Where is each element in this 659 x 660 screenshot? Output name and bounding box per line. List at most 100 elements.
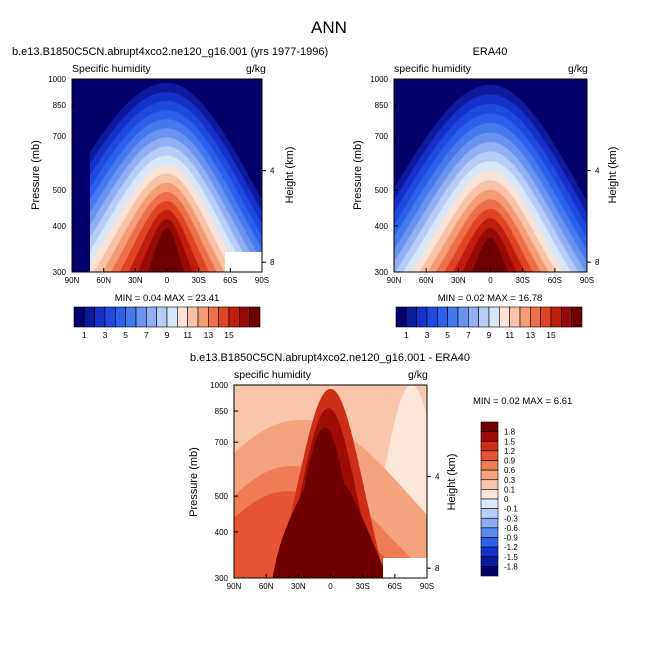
panel-era40: ERA40 specific humidity g/kg 90N 60N 30N 0 3… [352, 46, 619, 340]
y-axis-label: Pressure (mb) [30, 140, 42, 210]
colorbar-swatch [478, 306, 490, 328]
axes: 90N 60N 30N 0 30S 60S 90S 300 400 500 700 850 1000 8 4 [370, 75, 600, 285]
y-tick-label: 400 [215, 528, 229, 537]
x-tick-label: 60N [96, 276, 111, 285]
y-tick-label: 400 [375, 222, 389, 231]
axes: 90N 60N 30N 0 30S 60S 90S 300 400 500 700 850 1000 8 4 [210, 381, 440, 591]
colorbar-swatch [406, 306, 417, 328]
colorbar-swatch [156, 306, 168, 328]
panel-title: ERA40 [473, 46, 508, 58]
colorbar-swatch [146, 306, 157, 328]
colorbar-label: 11 [505, 330, 514, 340]
colorbar-swatch [480, 546, 499, 558]
colorbar-label: 0.6 [504, 466, 516, 475]
variable-label: specific humidity [234, 369, 312, 381]
y-axis-right-label: Height (km) [284, 147, 296, 204]
colorbar-swatch [426, 306, 438, 328]
units-label: g/kg [246, 63, 266, 75]
x-tick-label: 30N [451, 276, 466, 285]
colorbar-label: 7 [466, 330, 471, 340]
panel-difference: b.e13.B1850C5CN.abrupt4xco2.ne120_g16.00… [188, 352, 572, 591]
x-tick-label: 90S [420, 582, 434, 591]
colorbar-swatch [561, 306, 572, 328]
colorbar-label: 5 [445, 330, 450, 340]
colorbar-swatch [509, 306, 521, 328]
panel-model: b.e13.B1850C5CN.abrupt4xco2.ne120_g16.00… [12, 46, 328, 340]
min-max-stats: MIN = 0.02 MAX = 16.78 [438, 293, 543, 304]
x-tick-label: 60S [548, 276, 562, 285]
colorbar-swatch [416, 306, 428, 328]
x-tick-label: 60N [419, 276, 434, 285]
x-tick-label: 30S [192, 276, 206, 285]
colorbar-swatch [177, 306, 188, 328]
colorbar-label: -1.8 [504, 562, 518, 571]
x-tick-label: 90S [255, 276, 269, 285]
colorbar-swatch [480, 440, 499, 452]
colorbar-swatch [239, 306, 250, 328]
colorbar-label: 5 [123, 330, 128, 340]
y-axis-label: Pressure (mb) [188, 447, 200, 517]
colorbar-swatch [197, 306, 209, 328]
y-right-tick-label: 8 [435, 564, 440, 573]
page-title: ANN [311, 18, 347, 37]
colorbar-label: -0.1 [504, 505, 518, 514]
y-tick-label: 1000 [370, 75, 388, 84]
colorbar-label: 15 [224, 330, 234, 340]
colorbar-label: 1.5 [504, 437, 516, 446]
colorbar-label: 9 [487, 330, 492, 340]
colorbar-swatch [73, 306, 85, 328]
y-right-tick-label: 4 [270, 167, 275, 176]
y-tick-label: 300 [215, 574, 229, 583]
y-tick-label: 1000 [210, 381, 228, 390]
colorbar-swatch [480, 489, 499, 500]
colorbar-swatch [530, 306, 541, 328]
colorbar-label: 0.9 [504, 457, 516, 466]
x-tick-label: 60S [388, 582, 402, 591]
colorbar-swatch [550, 306, 562, 328]
colorbar-label: 7 [144, 330, 149, 340]
missing-data-mask [383, 558, 427, 578]
units-label: g/kg [568, 63, 588, 75]
colorbar: 1.81.51.20.90.60.30.10-0.1-0.3-0.6-0.9-1… [480, 421, 518, 577]
y-tick-label: 300 [53, 268, 67, 277]
y-tick-label: 500 [375, 186, 389, 195]
contour-band [90, 228, 262, 272]
colorbar-swatch [480, 498, 499, 509]
colorbar-swatch [457, 306, 469, 328]
x-tick-label: 60N [259, 582, 274, 591]
colorbar-swatch [187, 306, 199, 328]
colorbar-swatch [447, 306, 459, 328]
x-tick-label: 90S [580, 276, 594, 285]
colorbar-label: 15 [546, 330, 556, 340]
x-tick-label: 60S [223, 276, 237, 285]
colorbar: 1 3 5 7 9 11 13 15 [395, 306, 583, 340]
x-tick-label: 0 [165, 276, 170, 285]
colorbar-swatch [499, 306, 510, 328]
colorbar-swatch [84, 306, 95, 328]
panel-title: b.e13.B1850C5CN.abrupt4xco2.ne120_g16.00… [190, 352, 470, 364]
colorbar-swatch [437, 306, 448, 328]
colorbar-label: 1.8 [504, 428, 516, 437]
x-tick-label: 30S [516, 276, 530, 285]
colorbar-swatch [571, 306, 583, 328]
colorbar-label: 13 [204, 330, 214, 340]
x-tick-label: 0 [488, 276, 493, 285]
colorbar-swatch [480, 537, 499, 548]
colorbar-label: -1.2 [504, 543, 518, 552]
colorbar-swatch [125, 306, 137, 328]
units-label: g/kg [408, 369, 428, 381]
y-tick-label: 400 [53, 222, 67, 231]
x-tick-label: 90N [387, 276, 402, 285]
variable-label: Specific humidity [72, 63, 152, 75]
y-tick-label: 500 [215, 492, 229, 501]
y-tick-label: 500 [53, 186, 67, 195]
colorbar-swatch [166, 306, 178, 328]
y-axis-right-label: Height (km) [446, 454, 458, 511]
colorbar: 1 3 5 7 9 11 13 15 [73, 306, 261, 340]
contour-fill [234, 385, 427, 578]
axes: 90N 60N 30N 0 30S 60S 90S 300 400 500 700 850 1000 8 4 [48, 75, 275, 285]
panel-title: b.e13.B1850C5CN.abrupt4xco2.ne120_g16.00… [12, 46, 328, 58]
y-tick-label: 300 [375, 268, 389, 277]
colorbar-label: 0.1 [504, 485, 516, 494]
